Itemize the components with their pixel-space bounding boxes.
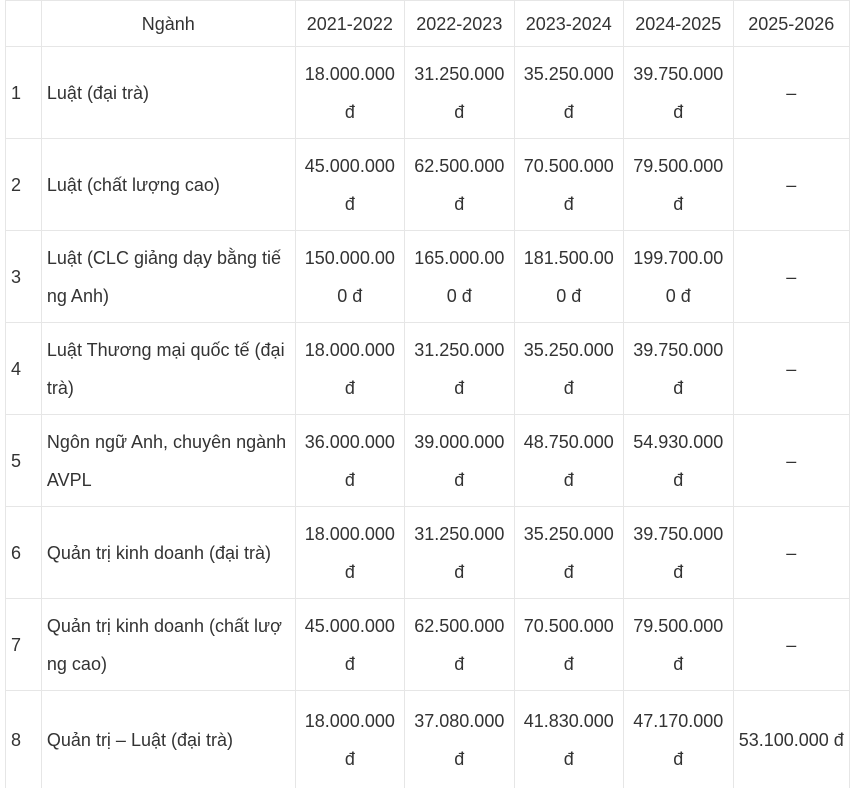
row-number: 1 [5, 46, 42, 139]
row-number: 4 [5, 322, 42, 415]
table-row: 6 Quản trị kinh doanh (đại trà) 18.000.0… [5, 506, 850, 599]
row-number: 5 [5, 414, 42, 507]
fee-cell: 31.250.000 đ [404, 46, 515, 139]
fee-cell: 181.500.000 đ [513, 230, 625, 323]
fee-cell: 39.750.000 đ [623, 506, 734, 599]
fee-cell: 39.750.000 đ [623, 322, 734, 415]
header-year: 2021-2022 [294, 0, 406, 47]
fee-cell: – [732, 46, 850, 139]
fee-cell: 37.080.000 đ [404, 690, 515, 788]
fee-cell: – [732, 322, 850, 415]
fee-cell: 18.000.000 đ [294, 690, 406, 788]
fee-cell: 48.750.000 đ [513, 414, 625, 507]
header-stt [5, 0, 42, 47]
row-number: 8 [5, 690, 42, 788]
fee-cell: 79.500.000 đ [623, 598, 734, 691]
fee-cell: – [732, 138, 850, 231]
fee-cell: 18.000.000 đ [294, 506, 406, 599]
fee-cell: 79.500.000 đ [623, 138, 734, 231]
fee-cell: 53.100.000 đ [732, 690, 850, 788]
fee-cell: 36.000.000 đ [294, 414, 406, 507]
table-header: Ngành 2021-2022 2022-2023 2023-2024 2024… [5, 0, 850, 47]
header-year: 2024-2025 [623, 0, 734, 47]
fee-cell: 62.500.000 đ [404, 598, 515, 691]
header-year: 2025-2026 [732, 0, 850, 47]
row-number: 2 [5, 138, 42, 231]
fee-cell: – [732, 506, 850, 599]
header-year: 2022-2023 [404, 0, 515, 47]
fee-cell: 35.250.000 đ [513, 46, 625, 139]
table-row: 7 Quản trị kinh doanh (chất lượng cao) 4… [5, 598, 850, 691]
program-name: Quản trị kinh doanh (chất lượng cao) [40, 598, 296, 691]
header-nganh: Ngành [40, 0, 296, 47]
fee-cell: 47.170.000 đ [623, 690, 734, 788]
fee-cell: 199.700.000 đ [623, 230, 734, 323]
fee-cell: 35.250.000 đ [513, 322, 625, 415]
table-row: 8 Quản trị – Luật (đại trà) 18.000.000 đ… [5, 690, 850, 788]
fee-cell: – [732, 414, 850, 507]
program-name: Ngôn ngữ Anh, chuyên ngành AVPL [40, 414, 296, 507]
fee-cell: 31.250.000 đ [404, 322, 515, 415]
fee-cell: 39.000.000 đ [404, 414, 515, 507]
program-name: Quản trị – Luật (đại trà) [40, 690, 296, 788]
fee-cell: 62.500.000 đ [404, 138, 515, 231]
fee-cell: 41.830.000 đ [513, 690, 625, 788]
program-name: Luật (đại trà) [40, 46, 296, 139]
fee-cell: 35.250.000 đ [513, 506, 625, 599]
fee-cell: 18.000.000 đ [294, 322, 406, 415]
table-body: 1 Luật (đại trà) 18.000.000 đ 31.250.000… [5, 46, 850, 788]
fee-cell: 31.250.000 đ [404, 506, 515, 599]
program-name: Luật (CLC giảng dạy bằng tiếng Anh) [40, 230, 296, 323]
row-number: 6 [5, 506, 42, 599]
table-row: 5 Ngôn ngữ Anh, chuyên ngành AVPL 36.000… [5, 414, 850, 507]
program-name: Luật (chất lượng cao) [40, 138, 296, 231]
table-row: 4 Luật Thương mại quốc tế (đại trà) 18.0… [5, 322, 850, 415]
header-year: 2023-2024 [513, 0, 625, 47]
table-row: 1 Luật (đại trà) 18.000.000 đ 31.250.000… [5, 46, 850, 139]
fee-cell: 18.000.000 đ [294, 46, 406, 139]
fee-cell: – [732, 230, 850, 323]
row-number: 7 [5, 598, 42, 691]
program-name: Luật Thương mại quốc tế (đại trà) [40, 322, 296, 415]
fee-cell: 54.930.000 đ [623, 414, 734, 507]
tuition-table: Ngành 2021-2022 2022-2023 2023-2024 2024… [5, 0, 850, 788]
fee-cell: – [732, 598, 850, 691]
fee-cell: 165.000.000 đ [404, 230, 515, 323]
fee-cell: 39.750.000 đ [623, 46, 734, 139]
fee-cell: 70.500.000 đ [513, 598, 625, 691]
fee-cell: 45.000.000 đ [294, 598, 406, 691]
table-row: 3 Luật (CLC giảng dạy bằng tiếng Anh) 15… [5, 230, 850, 323]
fee-cell: 45.000.000 đ [294, 138, 406, 231]
row-number: 3 [5, 230, 42, 323]
header-row: Ngành 2021-2022 2022-2023 2023-2024 2024… [5, 0, 850, 47]
program-name: Quản trị kinh doanh (đại trà) [40, 506, 296, 599]
fee-cell: 150.000.000 đ [294, 230, 406, 323]
table-row: 2 Luật (chất lượng cao) 45.000.000 đ 62.… [5, 138, 850, 231]
fee-cell: 70.500.000 đ [513, 138, 625, 231]
